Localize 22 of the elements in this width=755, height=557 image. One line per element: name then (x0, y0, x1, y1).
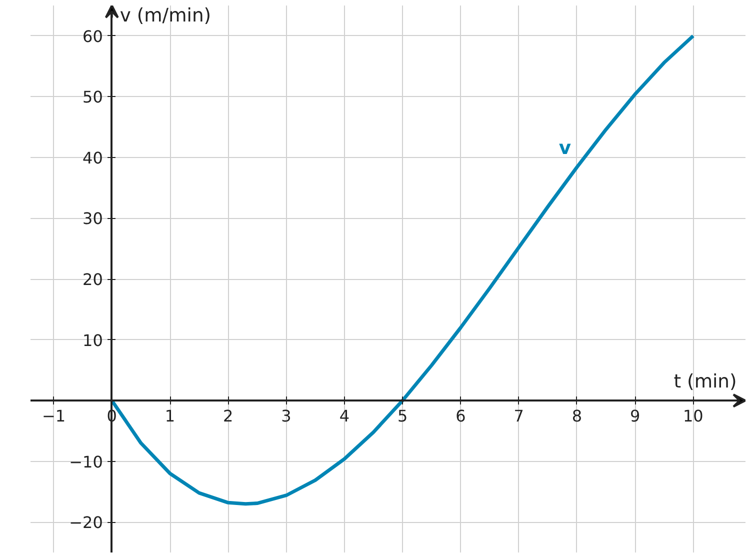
y-tick-label: 50 (82, 88, 103, 107)
x-tick-label: 4 (339, 406, 350, 426)
x-tick-label: 10 (683, 406, 704, 426)
y-tick-label: 20 (82, 270, 103, 289)
x-tick-label: 6 (456, 406, 466, 426)
y-axis-title: v (m/min) (120, 6, 212, 26)
x-tick-label: 7 (514, 406, 524, 426)
x-tick-label: 9 (630, 406, 640, 426)
x-axis-title: t (min) (674, 372, 737, 393)
x-tick-label: 8 (572, 406, 582, 426)
x-tick-label: 5 (397, 406, 408, 426)
y-tick-label: 60 (82, 26, 103, 46)
y-tick-label: 30 (82, 209, 103, 228)
series-label: v (558, 138, 572, 160)
y-tick-label: −20 (69, 513, 103, 532)
x-tick-label: 3 (281, 406, 292, 426)
x-tick-label: 2 (223, 406, 234, 426)
y-tick-label: −10 (69, 452, 103, 472)
y-tick-label: 10 (82, 330, 103, 350)
x-tick-label: 1 (164, 406, 176, 426)
x-tick-label: −1 (42, 406, 66, 426)
y-tick-label: 40 (82, 148, 103, 168)
